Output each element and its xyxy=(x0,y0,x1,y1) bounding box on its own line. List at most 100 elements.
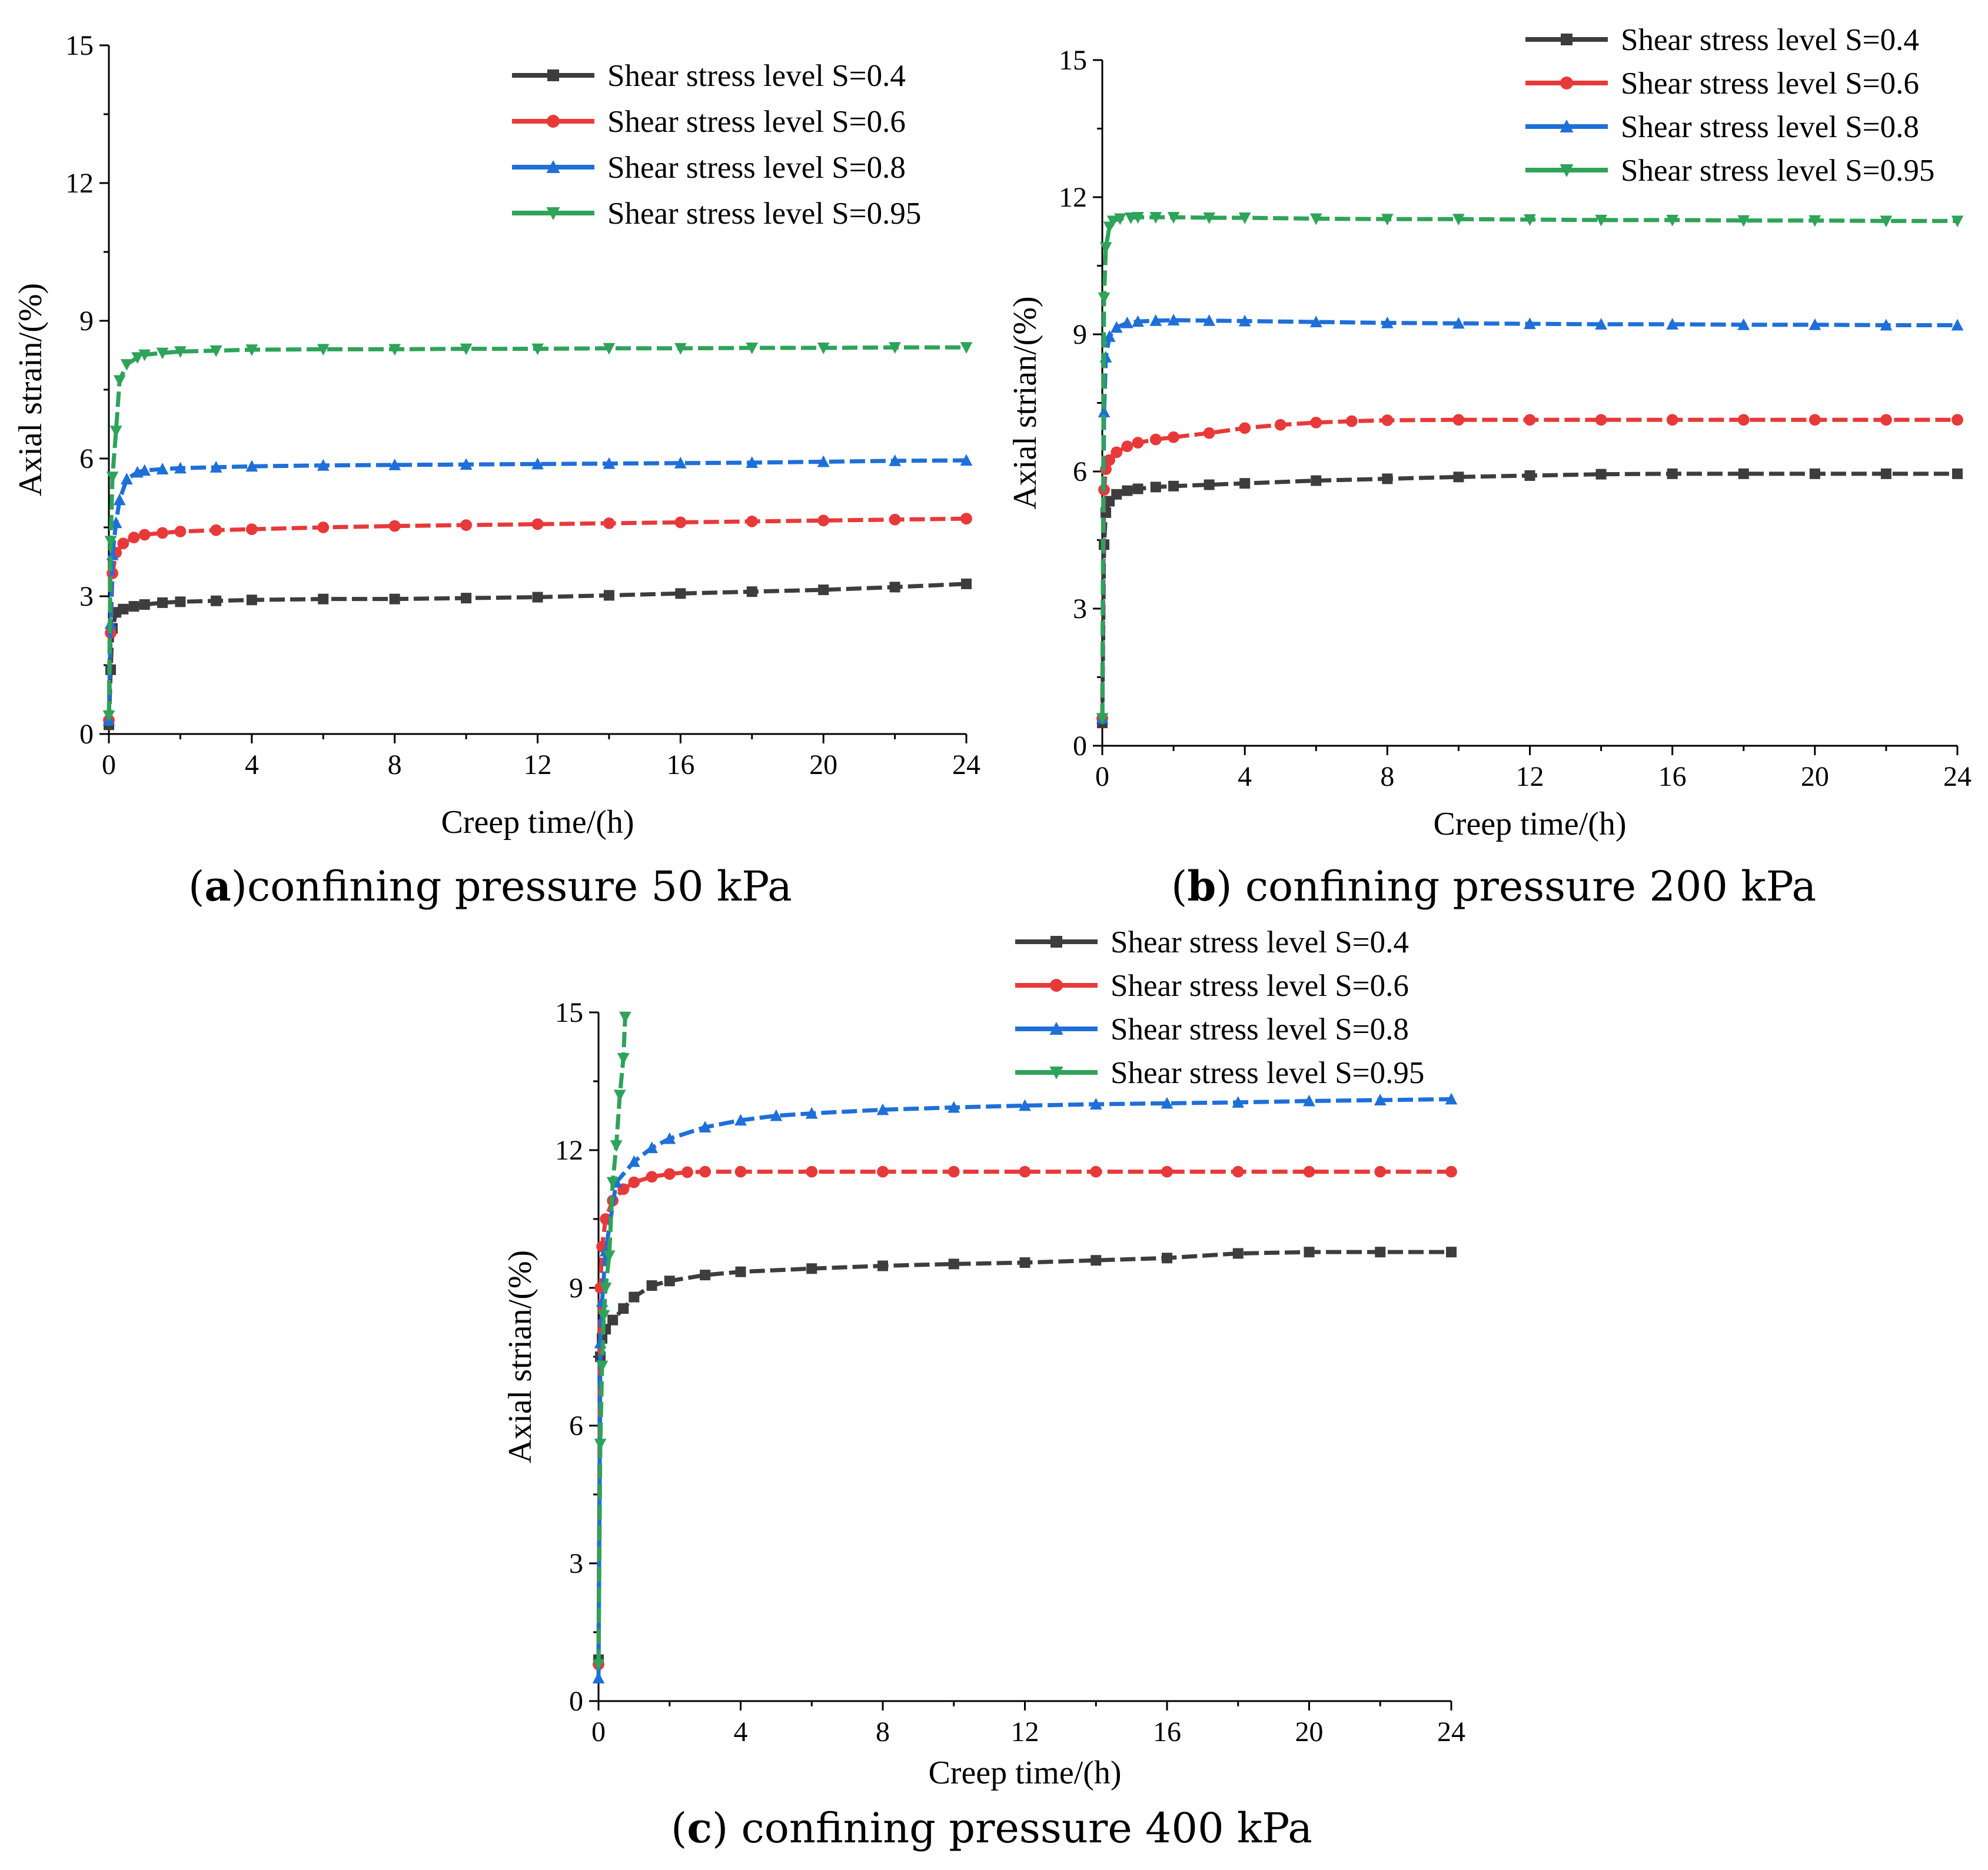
data-point xyxy=(460,343,473,356)
data-point xyxy=(617,1053,630,1065)
series-line xyxy=(596,1170,1451,1665)
data-point xyxy=(1161,1097,1173,1109)
data-point xyxy=(174,526,187,537)
data-point xyxy=(1090,1165,1102,1178)
x-tick-label: 16 xyxy=(1153,1716,1181,1748)
data-point xyxy=(1168,480,1179,491)
legend-marker xyxy=(1560,77,1573,89)
legend-label: Shear stress level S=0.6 xyxy=(607,105,906,139)
caption-text: ) confining pressure 400 kPa xyxy=(712,1804,1312,1852)
data-point xyxy=(960,342,973,354)
x-tick-label: 12 xyxy=(524,749,552,780)
series-line xyxy=(1100,215,1957,719)
data-point xyxy=(174,346,187,358)
x-axis-title: Creep time/(h) xyxy=(441,804,634,841)
x-tick-label: 8 xyxy=(1380,761,1394,792)
data-point xyxy=(1381,414,1394,426)
data-point xyxy=(628,1155,640,1167)
data-point xyxy=(619,1011,631,1024)
data-point xyxy=(1809,215,1821,227)
data-point xyxy=(1951,318,1964,331)
data-point xyxy=(1952,468,1963,479)
data-point xyxy=(113,493,126,506)
data-point xyxy=(603,1250,616,1263)
data-point xyxy=(245,460,258,472)
series-1 xyxy=(1097,468,1963,729)
data-point xyxy=(1452,414,1465,426)
data-point xyxy=(1595,414,1607,426)
caption-text: )confining pressure 50 kPa xyxy=(231,862,792,911)
data-point xyxy=(1098,292,1111,304)
data-point xyxy=(317,522,330,533)
data-point xyxy=(664,1276,675,1287)
series-3 xyxy=(102,454,973,726)
data-point xyxy=(1098,406,1111,418)
data-point xyxy=(663,1168,676,1180)
y-tick-label: 6 xyxy=(1073,456,1087,487)
x-axis-title: Creep time/(h) xyxy=(928,1755,1121,1791)
caption-text: ) confining pressure 200 kPa xyxy=(1216,862,1816,911)
series-1 xyxy=(593,1247,1457,1665)
series-4 xyxy=(592,1011,631,1671)
series-line xyxy=(596,1250,1451,1660)
data-point xyxy=(1091,1255,1102,1266)
data-point xyxy=(961,578,972,589)
y-tick-label: 12 xyxy=(555,1135,583,1166)
data-point xyxy=(156,347,169,360)
caption-open: ( xyxy=(671,1804,687,1852)
data-point xyxy=(1309,213,1322,225)
data-point xyxy=(531,343,544,356)
data-point xyxy=(211,595,222,606)
data-point xyxy=(1019,1165,1031,1178)
panel-c-chart: 0 3 6 9 12 15 0 4 8 12 16 20 24 Creep time/(h) Axial s… xyxy=(502,925,1465,1852)
data-point xyxy=(1238,212,1251,224)
data-point xyxy=(139,599,150,610)
data-point xyxy=(131,352,144,364)
data-point xyxy=(876,1103,889,1115)
legend-label: Shear stress level S=0.8 xyxy=(1111,1012,1409,1047)
data-point xyxy=(317,459,330,471)
data-point xyxy=(1303,1165,1315,1178)
panel-caption: (a)confining pressure 50 kPa xyxy=(188,862,792,911)
data-point xyxy=(1595,469,1607,480)
data-point xyxy=(674,343,687,355)
data-point xyxy=(157,597,168,608)
data-point xyxy=(948,1101,960,1113)
data-point xyxy=(1203,427,1215,439)
y-tick-label: 3 xyxy=(1073,593,1087,625)
legend-marker xyxy=(1561,34,1573,45)
data-point xyxy=(592,1672,605,1683)
data-point xyxy=(592,1659,605,1671)
legend-marker xyxy=(1050,979,1063,992)
data-point xyxy=(1203,212,1215,224)
data-point xyxy=(1239,422,1251,434)
legend-label: Shear stress level S=0.4 xyxy=(1621,23,1919,57)
y-tick-label: 9 xyxy=(1073,319,1087,350)
data-point xyxy=(889,513,901,526)
data-point xyxy=(1150,481,1161,493)
series-line xyxy=(107,458,967,720)
y-tick-label: 3 xyxy=(79,581,94,612)
x-tick-label: 16 xyxy=(666,749,694,780)
data-point xyxy=(603,343,616,355)
data-point xyxy=(1232,1248,1244,1259)
data-point xyxy=(461,593,472,604)
panel-b-chart: 0 3 6 9 12 15 0 4 8 12 16 20 24 Creep time/(h) Axial s… xyxy=(1007,23,1972,911)
legend-marker xyxy=(1050,936,1062,948)
y-axis-title: Axial strain/(%) xyxy=(12,283,49,496)
data-point xyxy=(596,1360,609,1373)
data-point xyxy=(389,593,400,604)
data-point xyxy=(1595,214,1607,227)
data-point xyxy=(156,463,169,474)
x-tick-label: 24 xyxy=(1943,761,1972,792)
data-point xyxy=(531,457,544,470)
data-point xyxy=(1452,214,1465,226)
x-tick-label: 16 xyxy=(1658,761,1687,792)
data-point xyxy=(1452,317,1465,329)
data-point xyxy=(102,710,115,722)
legend-marker xyxy=(1560,119,1574,132)
data-point xyxy=(1374,1094,1387,1105)
data-point xyxy=(1096,713,1109,725)
data-point xyxy=(138,349,151,361)
data-point xyxy=(817,455,830,467)
